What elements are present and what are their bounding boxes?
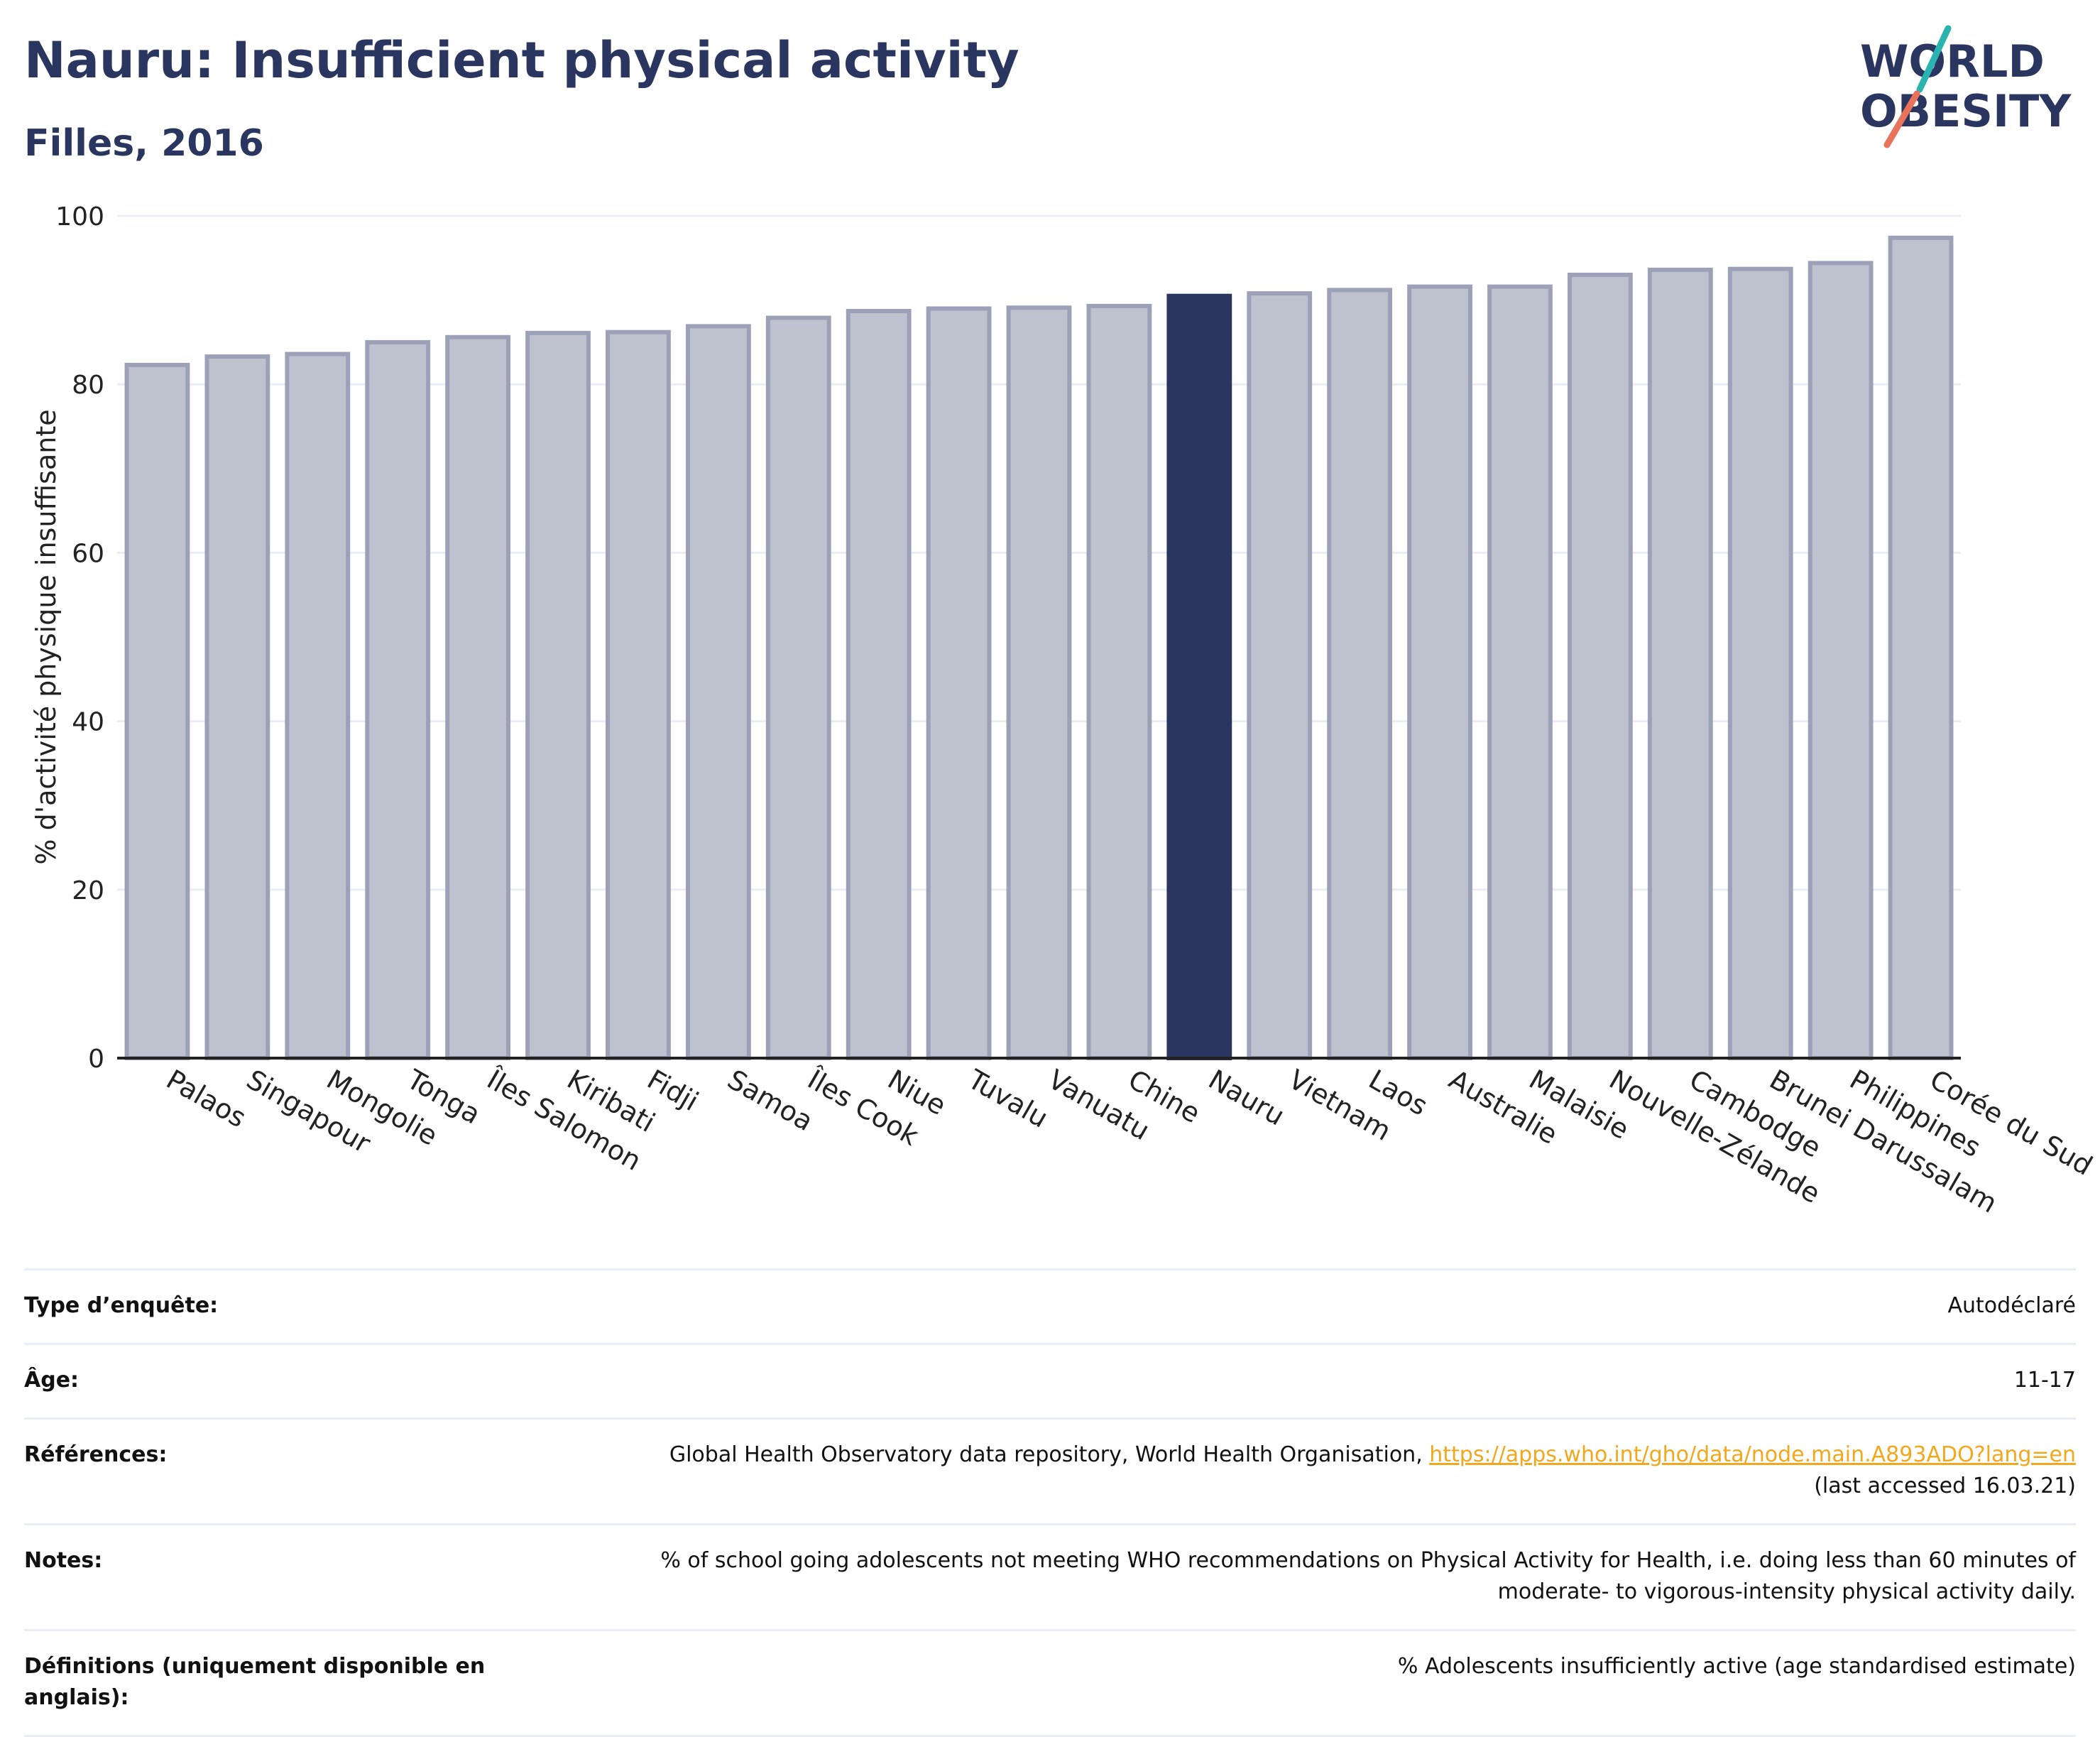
bar-Cambodge: [1647, 267, 1713, 1060]
x-tick-label: Palaos: [161, 1064, 251, 1134]
bar-Kiribati: [525, 330, 591, 1060]
x-tick-label: Tuvalu: [962, 1063, 1053, 1134]
y-tick-label: 100: [55, 202, 104, 232]
y-axis-ticks: 0 20 40 60 80 100: [55, 202, 104, 1074]
bar-Corée du Sud: [1888, 235, 1954, 1060]
info-row-age: Âge: 11-17: [24, 1343, 2076, 1419]
references-label: Références:: [24, 1417, 564, 1525]
bar-Samoa: [685, 324, 751, 1061]
logo-line1: WORLD: [1860, 36, 2045, 87]
survey-type-value: Autodéclaré: [564, 1268, 2076, 1344]
survey-type-label: Type d’enquête:: [24, 1268, 564, 1344]
x-tick-label: Nauru: [1203, 1064, 1290, 1132]
notes-value: % of school going adolescents not meetin…: [564, 1523, 2076, 1630]
references-tail: (last accessed 16.03.21): [1814, 1474, 2076, 1498]
age-value: 11-17: [564, 1343, 2076, 1419]
references-text: Global Health Observatory data repositor…: [669, 1442, 1430, 1467]
logo-line2: OBESITY: [1860, 85, 2072, 137]
bar-Nouvelle-Zélande: [1567, 273, 1633, 1060]
definitions-label: Définitions (uniquement disponible en an…: [24, 1629, 564, 1737]
world-obesity-logo: WORLD OBESITY: [1860, 25, 2072, 148]
bar-Vietnam: [1247, 291, 1313, 1060]
bar-Brunei Darussalam: [1727, 266, 1793, 1060]
references-value: Global Health Observatory data repositor…: [564, 1417, 2076, 1525]
y-tick-label: 20: [72, 876, 104, 905]
bar-chart: 0 20 40 60 80 100 PalaosSingapourMongolieTong…: [31, 202, 2098, 1219]
definitions-value: % Adolescents insufficiently active (age…: [564, 1629, 2076, 1737]
bar-Îles Salomon: [445, 334, 511, 1060]
references-link[interactable]: https://apps.who.int/gho/data/node.main.…: [1429, 1442, 2076, 1467]
y-tick-label: 40: [72, 708, 104, 737]
bar-Mongolie: [285, 352, 351, 1060]
info-table: Type d’enquête: Autodéclaré Âge: 11-17 R…: [24, 1268, 2076, 1737]
bar-Nauru: [1166, 293, 1232, 1060]
bar-Îles Cook: [765, 315, 831, 1061]
bar-Chine: [1086, 303, 1152, 1061]
notes-line1: % of school going adolescents not meetin…: [660, 1548, 2076, 1573]
bar-Laos: [1327, 288, 1393, 1060]
logo-coral-stroke: [1883, 90, 1920, 148]
y-tick-label: 60: [72, 539, 104, 568]
bar-Vanuatu: [1006, 305, 1072, 1060]
page-title: Nauru: Insufficient physical activity: [24, 31, 1019, 89]
notes-label: Notes:: [24, 1523, 564, 1630]
age-label: Âge:: [24, 1343, 564, 1419]
info-row-notes: Notes: % of school going adolescents not…: [24, 1523, 2076, 1630]
bar-Singapour: [204, 354, 270, 1060]
page-subtitle: Filles, 2016: [24, 122, 264, 165]
notes-line2: moderate- to vigorous-intensity physical…: [1497, 1579, 2076, 1604]
bar-Philippines: [1808, 261, 1874, 1060]
x-tick-label: Samoa: [722, 1064, 818, 1138]
bar-Fidji: [606, 330, 671, 1060]
bar-Australie: [1407, 284, 1472, 1060]
bars: [124, 235, 1954, 1061]
info-row-survey: Type d’enquête: Autodéclaré: [24, 1268, 2076, 1344]
y-tick-label: 0: [88, 1045, 104, 1074]
info-row-definitions: Définitions (uniquement disponible en an…: [24, 1629, 2076, 1737]
bar-Malaisie: [1487, 284, 1553, 1060]
bar-Tuvalu: [926, 306, 992, 1061]
bar-Niue: [846, 309, 912, 1061]
bar-Tonga: [365, 339, 431, 1060]
y-tick-label: 80: [72, 371, 104, 400]
y-axis-label: % d'activité physique insuffisante: [31, 409, 62, 864]
bar-Palaos: [124, 362, 190, 1060]
logo-teal-stroke: [1916, 25, 1952, 93]
info-row-references: Références: Global Health Observatory da…: [24, 1417, 2076, 1525]
